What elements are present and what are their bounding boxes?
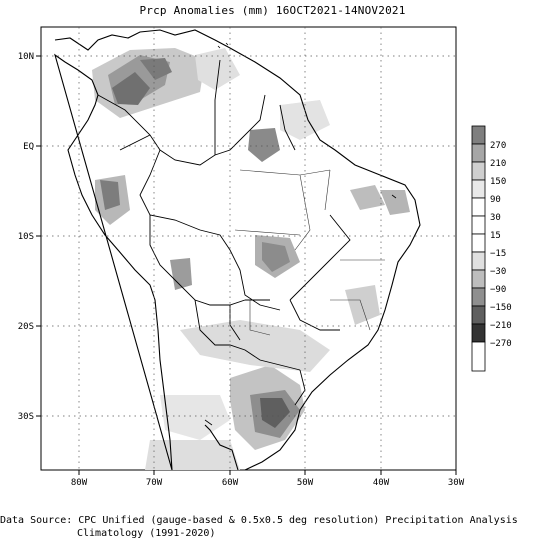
legend-swatch-5 (471, 197, 486, 217)
legend-swatch-2 (471, 143, 486, 163)
legend-swatch-9 (471, 269, 486, 289)
lon-label-40w: 40W (373, 478, 390, 488)
lon-label-70w: 70W (146, 478, 163, 488)
legend-label-neg30: −30 (490, 267, 506, 277)
state-lines (234, 169, 385, 336)
lat-label-20s: 20S (18, 322, 34, 332)
legend (471, 125, 486, 372)
legend-swatch-1 (471, 125, 486, 145)
legend-label-270: 270 (490, 141, 506, 151)
legend-label-150: 150 (490, 177, 506, 187)
lat-label-10n: 10N (18, 52, 34, 62)
legend-label-neg90: −90 (490, 285, 506, 295)
anomaly-shading (92, 48, 410, 470)
lat-label-30s: 30S (18, 412, 34, 422)
gridlines (41, 27, 456, 470)
lon-label-80w: 80W (71, 478, 88, 488)
legend-label-90: 90 (490, 195, 501, 205)
legend-swatch-3 (471, 161, 486, 181)
coastlines-borders (54, 29, 421, 471)
lon-label-30w: 30W (448, 478, 465, 488)
legend-label-neg15: −15 (490, 249, 506, 259)
coast-islands (204, 42, 397, 426)
legend-label-210: 210 (490, 159, 506, 169)
climatology-line: Climatology (1991-2020) (77, 528, 216, 539)
legend-swatch-6 (471, 215, 486, 235)
map-title: Prcp Anomalies (mm) 16OCT2021-14NOV2021 (139, 4, 406, 17)
lon-label-60w: 60W (222, 478, 239, 488)
legend-swatch-8 (471, 251, 486, 271)
lat-label-eq: EQ (23, 142, 34, 152)
tick-marks (36, 55, 457, 475)
legend-swatch-13 (471, 341, 486, 372)
south-america-coastline (54, 29, 421, 471)
legend-label-15: 15 (490, 231, 501, 241)
legend-label-neg210: −210 (490, 321, 512, 331)
legend-swatch-10 (471, 287, 486, 307)
legend-swatch-11 (471, 305, 486, 325)
legend-swatch-12 (471, 323, 486, 343)
legend-label-30: 30 (490, 213, 501, 223)
legend-label-neg270: −270 (490, 339, 512, 349)
legend-swatch-4 (471, 179, 486, 199)
lon-label-50w: 50W (297, 478, 314, 488)
data-source-line: Data Source: CPC Unified (gauge-based & … (0, 515, 518, 526)
lat-label-10s: 10S (18, 232, 34, 242)
legend-swatch-7 (471, 233, 486, 253)
legend-label-neg150: −150 (490, 303, 512, 313)
